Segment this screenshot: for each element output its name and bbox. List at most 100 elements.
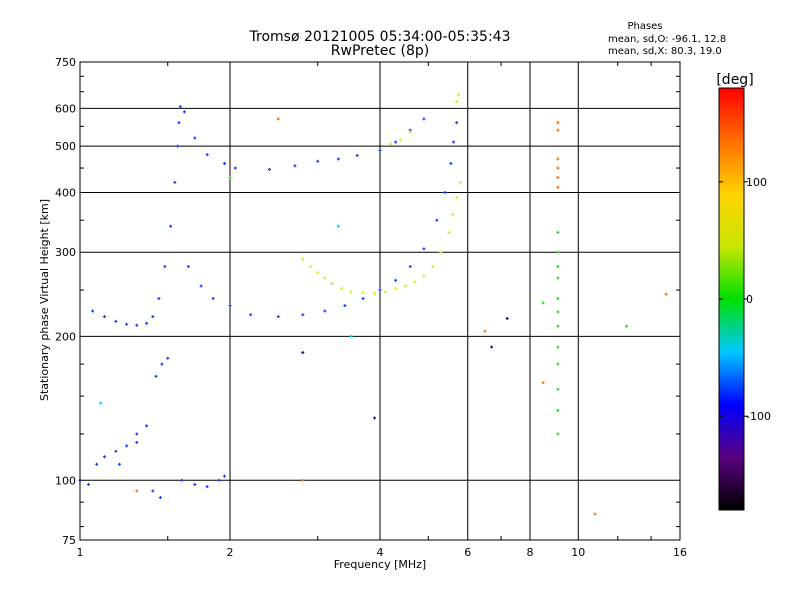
data-point bbox=[135, 432, 139, 436]
y-tick-label: 75 bbox=[62, 534, 76, 547]
data-point bbox=[211, 297, 215, 301]
data-point bbox=[431, 265, 435, 269]
data-point bbox=[182, 110, 186, 114]
data-point bbox=[114, 449, 118, 453]
data-point bbox=[125, 444, 129, 448]
colorbar-tick-label: 100 bbox=[746, 176, 767, 189]
data-point bbox=[408, 265, 412, 269]
data-point bbox=[361, 297, 365, 301]
data-point bbox=[308, 265, 312, 269]
data-point bbox=[151, 315, 155, 319]
data-point bbox=[556, 265, 560, 269]
data-point bbox=[408, 130, 412, 134]
data-point bbox=[556, 387, 560, 391]
data-point bbox=[422, 274, 426, 278]
data-point bbox=[103, 455, 107, 459]
data-point bbox=[158, 496, 162, 500]
data-point bbox=[483, 329, 487, 333]
data-point bbox=[452, 140, 456, 144]
data-point bbox=[228, 175, 232, 179]
y-tick-label: 750 bbox=[55, 56, 76, 69]
data-point bbox=[355, 154, 359, 158]
colorbar-tick-label: 0 bbox=[746, 293, 753, 306]
data-point bbox=[99, 401, 103, 405]
axis-layer: 1 2 4 6 8 10 16 75 100 200 300 400 500 600 750 bbox=[55, 56, 687, 559]
data-point bbox=[625, 324, 629, 328]
data-point bbox=[267, 167, 271, 171]
data-point bbox=[145, 321, 149, 325]
data-point bbox=[276, 117, 280, 121]
data-point bbox=[556, 324, 560, 328]
data-point bbox=[556, 185, 560, 189]
x-tick-label: 2 bbox=[227, 546, 234, 559]
data-point bbox=[373, 416, 377, 420]
data-point bbox=[556, 408, 560, 412]
data-point bbox=[114, 319, 118, 323]
data-point bbox=[178, 105, 182, 109]
data-point bbox=[556, 157, 560, 161]
data-point bbox=[301, 351, 305, 355]
data-point bbox=[135, 489, 139, 493]
data-point bbox=[205, 485, 209, 489]
data-point bbox=[117, 462, 121, 466]
data-point bbox=[166, 356, 170, 360]
colorbar-label: [deg] bbox=[716, 72, 753, 88]
data-point bbox=[233, 166, 237, 170]
data-point bbox=[593, 512, 597, 516]
data-point bbox=[455, 196, 459, 200]
data-point bbox=[91, 309, 95, 313]
data-point bbox=[403, 284, 407, 288]
data-points-layer bbox=[78, 93, 668, 516]
data-point bbox=[455, 100, 459, 104]
data-point bbox=[458, 180, 462, 184]
data-point bbox=[145, 424, 149, 428]
y-tick-label: 200 bbox=[55, 330, 76, 343]
data-point bbox=[556, 310, 560, 314]
data-point bbox=[336, 157, 340, 161]
data-point bbox=[323, 309, 327, 313]
data-point bbox=[349, 290, 353, 294]
data-point bbox=[394, 278, 398, 282]
data-point bbox=[383, 290, 387, 294]
data-point bbox=[193, 136, 197, 140]
data-point bbox=[422, 247, 426, 251]
y-tick-label: 100 bbox=[55, 474, 76, 487]
data-point bbox=[157, 297, 161, 301]
data-point bbox=[199, 284, 203, 288]
data-point bbox=[223, 474, 227, 478]
data-point bbox=[125, 322, 129, 326]
data-point bbox=[223, 161, 227, 165]
data-point bbox=[556, 250, 560, 254]
data-point bbox=[349, 334, 353, 338]
x-tick-label: 10 bbox=[571, 546, 585, 559]
data-point bbox=[176, 144, 180, 148]
data-point bbox=[373, 291, 377, 295]
x-tick-label: 16 bbox=[673, 546, 687, 559]
data-point bbox=[449, 161, 453, 165]
data-point bbox=[163, 265, 167, 269]
stats-heading: Phases bbox=[627, 21, 662, 32]
data-point bbox=[451, 212, 455, 216]
chart-subtitle: RwPretec (8p) bbox=[331, 43, 429, 59]
data-point bbox=[301, 257, 305, 261]
x-tick-label: 1 bbox=[77, 546, 84, 559]
data-point bbox=[556, 297, 560, 301]
colorbar: -100 0 100 bbox=[718, 87, 771, 511]
x-axis-label: Frequency [MHz] bbox=[334, 558, 426, 571]
data-point bbox=[541, 301, 545, 305]
data-point bbox=[301, 478, 305, 482]
plot-frame bbox=[79, 61, 681, 541]
data-point bbox=[556, 362, 560, 366]
data-point bbox=[443, 190, 447, 194]
data-point bbox=[135, 440, 139, 444]
data-point bbox=[249, 313, 253, 317]
data-point bbox=[556, 230, 560, 234]
data-point bbox=[86, 482, 90, 486]
data-point bbox=[399, 138, 403, 142]
colorbar-tick-label: -100 bbox=[746, 410, 771, 423]
data-point bbox=[422, 117, 426, 121]
data-point bbox=[301, 313, 305, 317]
data-point bbox=[169, 224, 173, 228]
data-point bbox=[505, 316, 509, 320]
